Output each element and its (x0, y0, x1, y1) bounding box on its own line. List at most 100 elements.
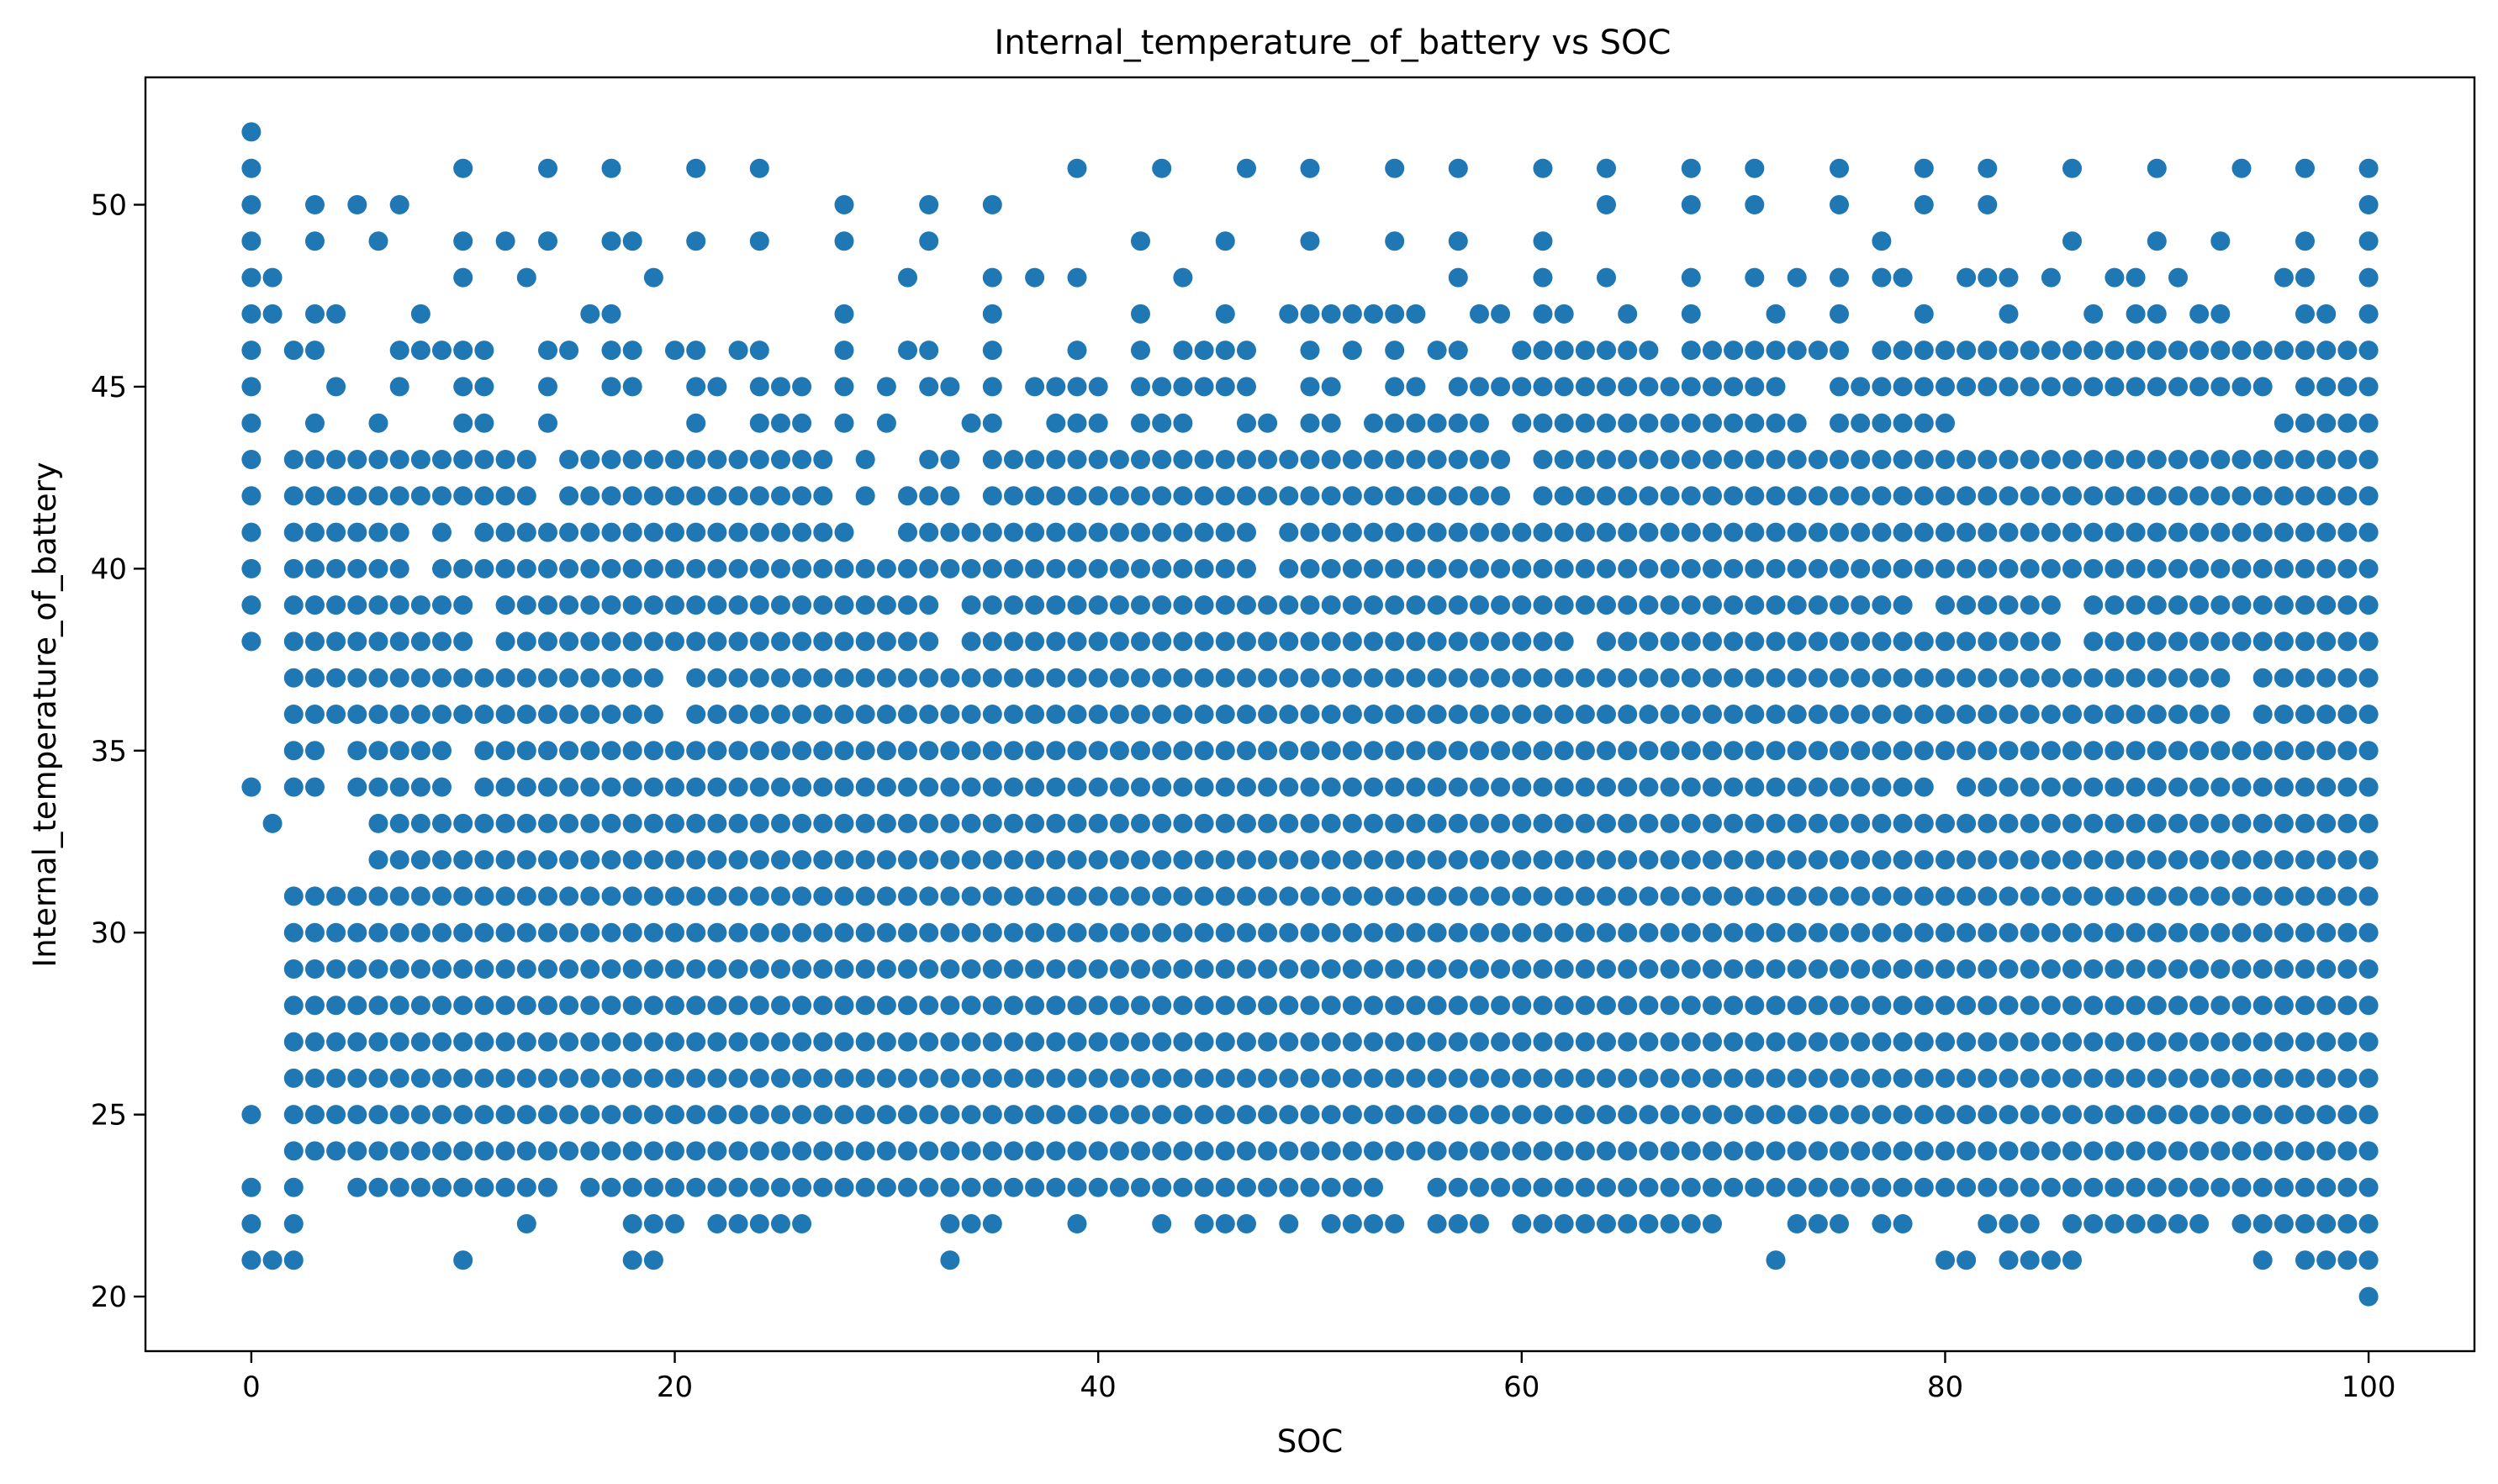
data-point (580, 558, 600, 578)
data-point (432, 886, 452, 906)
data-point (1448, 377, 1468, 397)
data-point (1491, 668, 1511, 688)
data-point (1152, 1141, 1172, 1161)
data-point (665, 922, 684, 943)
data-point (1978, 777, 1998, 797)
data-point (1173, 558, 1193, 578)
data-point (283, 486, 304, 506)
data-point (2231, 1177, 2252, 1197)
x-tick-label: 20 (657, 1370, 693, 1404)
data-point (2252, 1214, 2273, 1233)
data-point (2168, 1105, 2188, 1125)
data-point (2316, 813, 2337, 833)
data-point (1470, 522, 1489, 542)
data-point (1237, 886, 1256, 906)
data-point (1258, 1177, 1278, 1197)
data-point (1660, 886, 1680, 906)
data-point (2210, 231, 2231, 251)
data-point (1512, 522, 1532, 542)
data-point (1597, 558, 1616, 578)
data-point (495, 522, 515, 542)
data-point (1936, 522, 1955, 542)
data-point (1914, 1177, 1934, 1197)
data-point (1385, 668, 1405, 688)
data-point (1872, 813, 1892, 833)
data-point (749, 922, 769, 943)
data-point (1830, 304, 1849, 324)
data-point (1639, 341, 1659, 361)
data-point (368, 1068, 388, 1088)
data-point (1787, 1177, 1807, 1197)
data-point (1279, 959, 1299, 979)
data-point (347, 705, 367, 724)
data-point (2062, 1032, 2082, 1052)
data-point (1575, 1214, 1595, 1233)
data-point (1046, 850, 1066, 870)
data-point (2358, 341, 2379, 361)
data-point (1808, 1068, 1828, 1088)
data-point (1109, 959, 1129, 979)
data-point (665, 595, 684, 615)
data-point (283, 1032, 304, 1052)
data-point (368, 522, 388, 542)
data-point (1342, 668, 1362, 688)
data-point (2062, 341, 2082, 361)
data-point (643, 1250, 663, 1270)
data-point (1639, 1177, 1659, 1197)
data-point (1999, 377, 2019, 397)
data-point (1406, 813, 1426, 833)
data-point (432, 850, 452, 870)
data-point (1300, 413, 1320, 433)
data-point (2337, 922, 2358, 943)
data-point (1194, 1068, 1214, 1088)
data-point (1766, 668, 1786, 688)
data-point (1406, 850, 1426, 870)
data-point (2274, 705, 2294, 724)
data-point (1470, 631, 1489, 652)
data-point (1554, 558, 1574, 578)
data-point (1787, 413, 1807, 433)
data-point (1787, 450, 1807, 469)
data-point (495, 886, 515, 906)
data-point (516, 741, 536, 761)
data-point (813, 558, 833, 578)
data-point (1109, 1068, 1129, 1088)
data-point (2020, 1032, 2040, 1052)
data-point (1448, 668, 1468, 688)
data-point (1660, 922, 1680, 943)
data-point (665, 486, 684, 506)
data-point (1957, 1250, 1977, 1270)
data-point (305, 522, 325, 542)
data-point (707, 777, 727, 797)
data-point (2147, 341, 2167, 361)
data-point (2147, 995, 2167, 1016)
data-point (1703, 1141, 1722, 1161)
data-point (1491, 522, 1511, 542)
data-point (1660, 777, 1680, 797)
data-point (1491, 558, 1511, 578)
data-point (2126, 631, 2146, 652)
data-point (1321, 595, 1341, 615)
data-point (707, 705, 727, 724)
data-point (1787, 631, 1807, 652)
data-point (643, 595, 663, 615)
data-point (2358, 1032, 2379, 1052)
data-point (1470, 595, 1489, 615)
data-point (940, 450, 960, 469)
data-point (1385, 1141, 1405, 1161)
data-point (2358, 1286, 2379, 1307)
data-point (1533, 1032, 1553, 1052)
data-point (876, 1068, 896, 1088)
data-point (961, 705, 981, 724)
data-point (1512, 813, 1532, 833)
data-point (1766, 777, 1786, 797)
data-point (982, 886, 1002, 906)
data-point (1237, 413, 1256, 433)
data-point (622, 595, 642, 615)
data-point (2295, 377, 2315, 397)
data-point (2231, 377, 2252, 397)
data-point (1724, 450, 1744, 469)
data-point (749, 886, 769, 906)
data-point (1618, 850, 1638, 870)
data-point (326, 1141, 346, 1161)
